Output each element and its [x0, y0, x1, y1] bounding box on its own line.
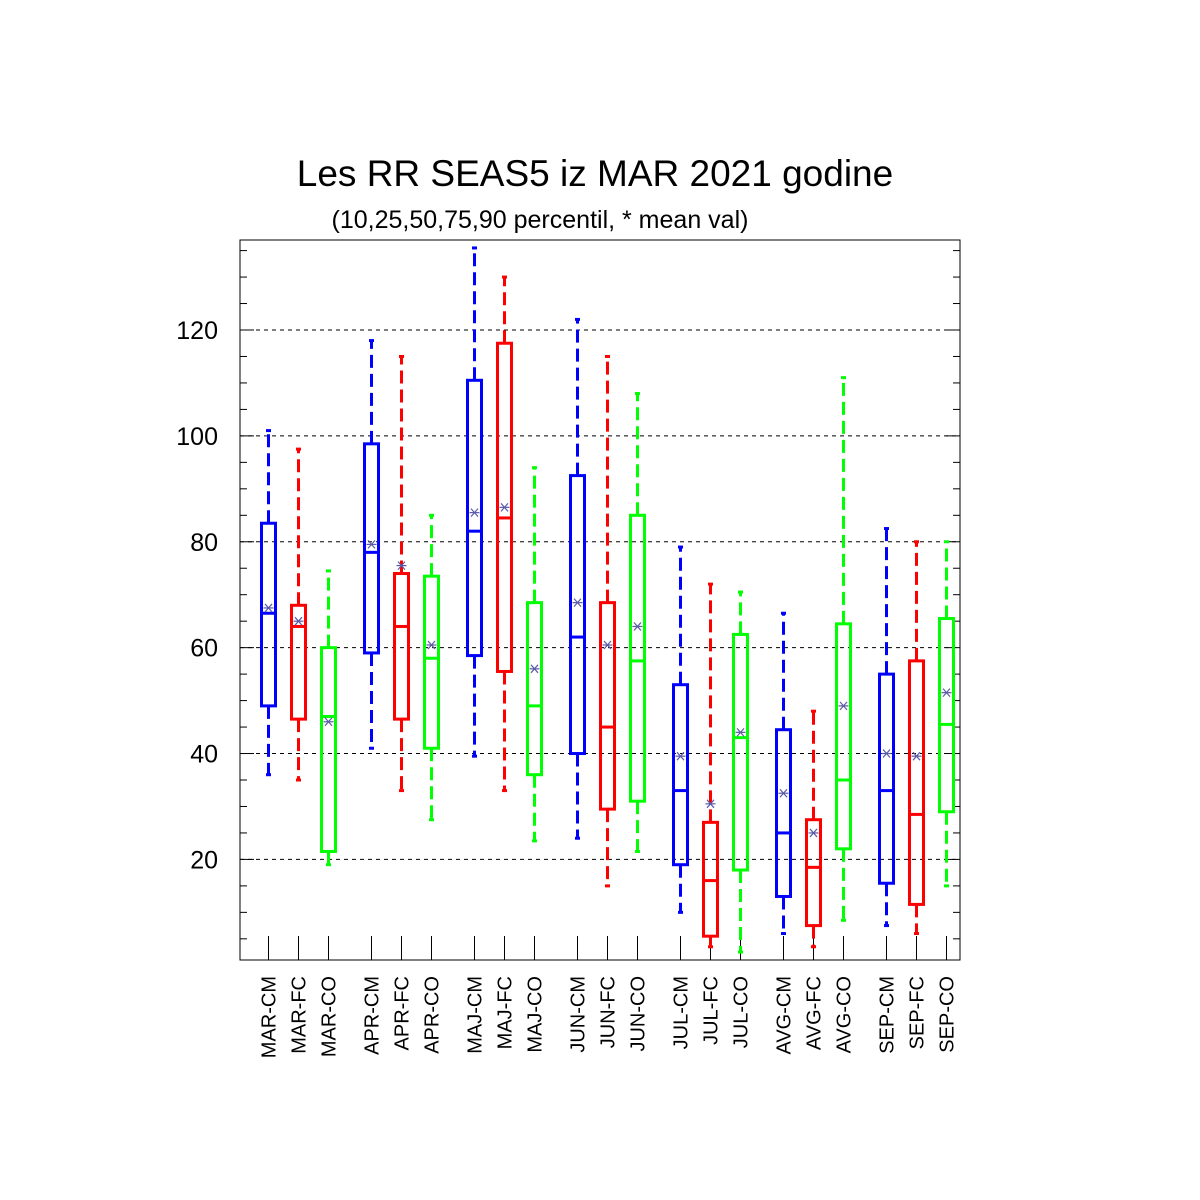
mean-marker [632, 622, 643, 631]
mean-marker-stroke [367, 540, 376, 549]
mean-marker [263, 603, 274, 613]
x-tick-label: JUL-FC [701, 976, 723, 1045]
x-tick-label: MAR-CM [259, 976, 281, 1058]
box [496, 341, 513, 673]
x-tick-label: MAJ-CO [525, 976, 547, 1053]
box [629, 513, 646, 803]
mean-marker [293, 616, 304, 626]
mean-marker-stroke [633, 622, 642, 631]
x-tick-label: SEP-CO [937, 976, 959, 1053]
chart-subtitle: (10,25,50,75,90 percentil, * mean val) [332, 206, 749, 234]
x-tick-label: MAR-FC [289, 976, 311, 1054]
x-tick-label: APR-CO [422, 976, 444, 1054]
tick-labels: 20 40 60 80 100 120 MAR-CM MAR-FC MAR-CO APR-CM AP… [176, 317, 958, 1058]
x-tick-label: JUN-CM [568, 976, 590, 1053]
mean-marker-stroke [264, 603, 273, 613]
box [775, 728, 792, 898]
mean-marker-stroke [706, 799, 715, 809]
box [908, 659, 925, 906]
box [835, 622, 852, 851]
box [393, 572, 410, 721]
x-tick-label: MAR-CO [319, 976, 341, 1057]
x-tick-label: AVG-CM [774, 976, 796, 1055]
mean-marker-stroke [397, 561, 406, 570]
box [732, 632, 749, 872]
box [878, 672, 895, 885]
box [526, 601, 543, 777]
mean-marker [602, 640, 613, 650]
chart-title: Les RR SEAS5 iz MAR 2021 godine [297, 153, 893, 194]
mean-marker-stroke [809, 828, 818, 838]
plot-frame [239, 239, 961, 961]
box [320, 646, 337, 853]
x-tick-label: SEP-CM [877, 976, 899, 1054]
mean-marker-stroke [470, 508, 479, 518]
mean-marker-stroke [942, 688, 951, 698]
box [569, 474, 586, 756]
box [363, 442, 380, 655]
x-tick-label: APR-CM [362, 976, 384, 1055]
box [599, 601, 616, 811]
y-tick-label: 80 [190, 529, 218, 557]
box [672, 683, 689, 867]
box [938, 617, 955, 814]
box [805, 818, 822, 928]
mean-marker-stroke [676, 751, 685, 761]
x-tick-label: JUL-CO [731, 976, 753, 1048]
mean-marker [808, 828, 819, 838]
y-tick-label: 120 [176, 317, 218, 345]
mean-marker-stroke [500, 502, 509, 512]
mean-marker [838, 701, 849, 711]
mean-marker-stroke [839, 701, 848, 711]
mean-marker [675, 751, 686, 761]
mean-marker-stroke [882, 749, 891, 758]
mean-marker-stroke [530, 664, 539, 674]
box [290, 603, 307, 721]
x-tick-label: JUN-FC [598, 976, 620, 1048]
box [423, 574, 440, 750]
x-tick-label: JUN-CO [628, 976, 650, 1052]
x-tick-label: MAJ-FC [495, 976, 517, 1049]
y-tick-label: 20 [190, 846, 218, 874]
y-tick-label: 60 [190, 635, 218, 663]
x-tick-label: AVG-CO [834, 976, 856, 1053]
mean-marker-stroke [912, 751, 921, 761]
mean-marker-stroke [779, 788, 788, 798]
mean-marker [572, 598, 583, 608]
x-tick-label: MAJ-CM [465, 976, 487, 1054]
x-tick-label: AVG-FC [804, 976, 826, 1050]
y-tick-label: 40 [190, 741, 218, 769]
mean-marker-stroke [736, 727, 745, 737]
mean-marker-stroke [573, 598, 582, 608]
mean-marker [778, 788, 789, 798]
y-tick-label: 100 [176, 423, 218, 451]
mean-marker [426, 640, 437, 650]
mean-marker [911, 751, 922, 761]
mean-marker [469, 508, 480, 518]
mean-marker-stroke [427, 640, 436, 650]
mean-marker [499, 502, 510, 512]
mean-marker [705, 799, 716, 809]
mean-marker [323, 717, 334, 727]
boxes [260, 246, 955, 954]
mean-marker [366, 540, 377, 549]
mean-marker [396, 561, 407, 570]
mean-marker-stroke [603, 640, 612, 650]
mean-marker-stroke [324, 717, 333, 727]
mean-marker [735, 727, 746, 737]
x-tick-label: JUL-CM [671, 976, 693, 1049]
mean-marker-stroke [294, 616, 303, 626]
axes [239, 239, 961, 961]
x-tick-label: APR-FC [392, 976, 414, 1050]
box [466, 378, 483, 658]
mean-marker [881, 749, 892, 758]
mean-marker [529, 664, 540, 674]
mean-marker [941, 688, 952, 698]
x-tick-label: SEP-FC [907, 976, 929, 1049]
